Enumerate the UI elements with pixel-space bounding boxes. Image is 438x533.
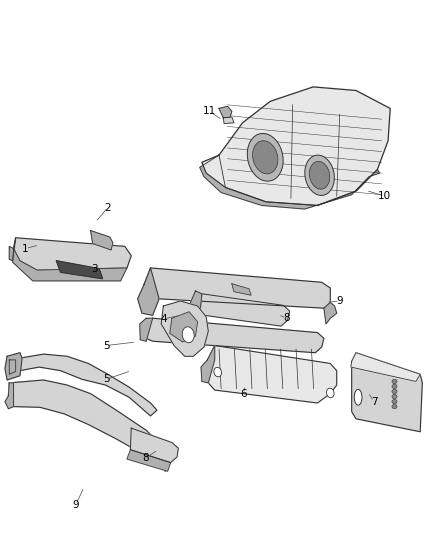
Text: 5: 5	[103, 374, 110, 384]
Polygon shape	[232, 284, 251, 295]
Ellipse shape	[253, 141, 278, 174]
Text: 11: 11	[202, 106, 216, 116]
Polygon shape	[208, 345, 337, 403]
Text: 9: 9	[336, 296, 343, 306]
Polygon shape	[352, 353, 422, 432]
Polygon shape	[189, 291, 202, 318]
Ellipse shape	[326, 388, 334, 398]
Polygon shape	[202, 87, 390, 205]
Text: 9: 9	[72, 500, 79, 510]
Polygon shape	[5, 353, 22, 380]
Text: 6: 6	[240, 389, 247, 399]
Polygon shape	[13, 248, 127, 281]
Polygon shape	[9, 354, 157, 416]
Polygon shape	[127, 450, 171, 471]
Polygon shape	[57, 261, 102, 279]
Polygon shape	[14, 238, 131, 270]
Polygon shape	[131, 428, 178, 463]
Text: 8: 8	[283, 313, 290, 323]
Ellipse shape	[354, 389, 362, 405]
Ellipse shape	[214, 367, 222, 377]
Polygon shape	[161, 301, 208, 356]
Ellipse shape	[392, 389, 397, 394]
Ellipse shape	[310, 161, 330, 189]
Polygon shape	[219, 106, 232, 118]
Text: 3: 3	[92, 264, 98, 273]
Ellipse shape	[392, 394, 397, 399]
Ellipse shape	[392, 405, 397, 409]
Text: 4: 4	[160, 314, 167, 324]
Ellipse shape	[392, 384, 397, 389]
Ellipse shape	[247, 133, 283, 181]
Polygon shape	[170, 312, 198, 342]
Text: 2: 2	[104, 203, 111, 213]
Polygon shape	[324, 302, 337, 324]
Text: 7: 7	[371, 397, 377, 407]
Polygon shape	[200, 155, 379, 209]
Ellipse shape	[392, 399, 397, 403]
Polygon shape	[146, 318, 324, 353]
Ellipse shape	[305, 155, 334, 196]
Polygon shape	[144, 268, 330, 308]
Text: 8: 8	[142, 453, 148, 463]
Polygon shape	[5, 383, 14, 409]
Polygon shape	[9, 360, 16, 374]
Ellipse shape	[392, 379, 397, 384]
Polygon shape	[223, 117, 234, 124]
Text: 5: 5	[103, 341, 110, 351]
Polygon shape	[138, 268, 159, 316]
Text: 1: 1	[22, 244, 29, 254]
Polygon shape	[351, 353, 420, 382]
Polygon shape	[200, 294, 290, 326]
Polygon shape	[201, 345, 215, 383]
Text: 10: 10	[378, 191, 391, 201]
Polygon shape	[8, 380, 170, 471]
Polygon shape	[9, 238, 16, 261]
Polygon shape	[140, 318, 153, 341]
Polygon shape	[91, 231, 113, 250]
Ellipse shape	[182, 327, 194, 343]
